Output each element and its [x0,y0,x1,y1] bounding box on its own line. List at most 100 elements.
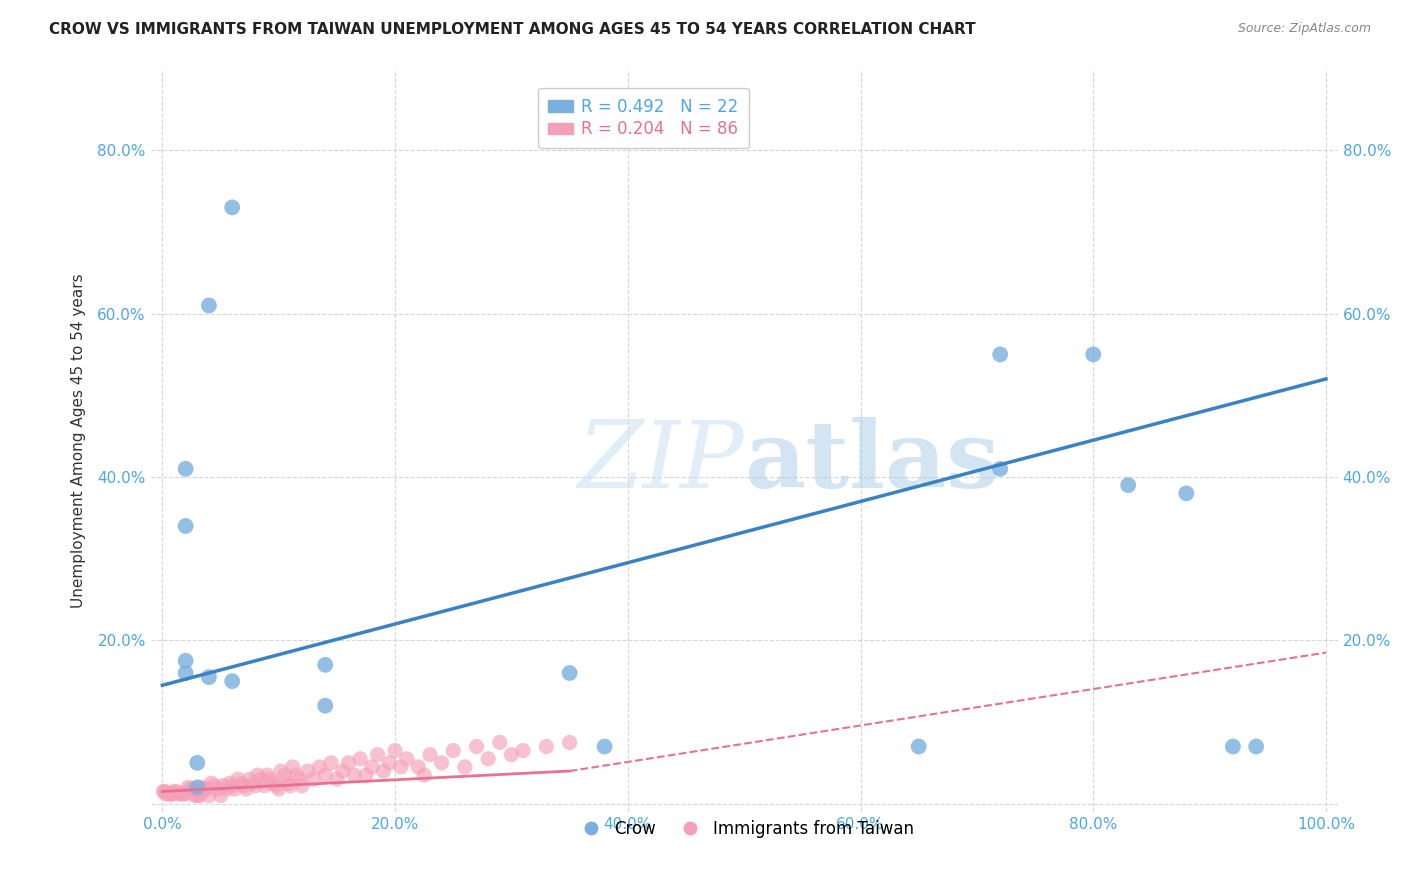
Point [267,782,290,797]
Point [170,787,193,801]
Point [174,519,197,533]
Point [245,779,267,793]
Point [378,756,401,770]
Point [430,756,453,770]
Point [172,787,194,801]
Point [337,756,360,770]
Point [198,789,221,803]
Point [212,779,235,793]
Point [181,782,204,797]
Point [221,200,243,214]
Point [174,787,197,801]
Point [326,772,349,787]
Point [235,782,257,797]
Point [367,747,389,762]
Point [314,768,336,782]
Point [174,654,197,668]
Point [184,789,207,803]
Point [343,768,366,782]
Point [501,747,523,762]
Text: ZIP: ZIP [578,417,744,508]
Point [277,776,299,790]
Point [354,768,377,782]
Text: Source: ZipAtlas.com: Source: ZipAtlas.com [1237,22,1371,36]
Point [308,760,330,774]
Point [186,756,208,770]
Point [349,752,371,766]
Point [373,764,395,778]
Point [384,743,406,757]
Point [250,772,273,787]
Point [266,779,288,793]
Point [162,787,184,801]
Point [1175,486,1198,500]
Point [256,768,278,782]
Point [558,735,581,749]
Point [413,768,436,782]
Point [165,784,187,798]
Point [1244,739,1267,754]
Point [179,782,201,797]
Point [157,787,180,801]
Point [198,670,221,684]
Point [246,768,269,782]
Point [907,739,929,754]
Point [314,698,336,713]
Point [360,760,382,774]
Point [204,779,226,793]
Point [231,776,253,790]
Legend: Crow, Immigrants from Taiwan: Crow, Immigrants from Taiwan [568,814,921,845]
Point [253,779,276,793]
Point [259,772,281,787]
Point [191,780,214,795]
Point [477,752,499,766]
Point [152,784,174,798]
Point [262,776,284,790]
Point [186,780,208,795]
Point [454,760,477,774]
Point [155,787,177,801]
Point [174,665,197,680]
Point [1116,478,1139,492]
Point [218,776,240,790]
Point [441,743,464,757]
Point [536,739,558,754]
Point [465,739,488,754]
Point [988,462,1011,476]
Point [174,462,197,476]
Point [512,743,534,757]
Point [226,772,249,787]
Point [488,735,510,749]
Point [1083,347,1105,361]
Point [395,752,418,766]
Point [288,772,311,787]
Point [221,674,243,689]
Point [193,782,215,797]
Point [209,789,232,803]
Point [200,776,222,790]
Text: atlas: atlas [744,417,1000,508]
Point [419,747,441,762]
Point [215,782,238,797]
Point [302,772,325,787]
Text: CROW VS IMMIGRANTS FROM TAIWAN UNEMPLOYMENT AMONG AGES 45 TO 54 YEARS CORRELATIO: CROW VS IMMIGRANTS FROM TAIWAN UNEMPLOYM… [49,22,976,37]
Point [285,768,308,782]
Point [232,779,254,793]
Point [408,760,430,774]
Point [280,779,302,793]
Point [270,764,292,778]
Point [593,739,616,754]
Point [314,657,336,672]
Point [160,787,183,801]
Y-axis label: Unemployment Among Ages 45 to 54 years: Unemployment Among Ages 45 to 54 years [72,273,86,607]
Point [167,787,190,801]
Point [389,760,412,774]
Point [291,779,314,793]
Point [239,772,262,787]
Point [188,789,211,803]
Point [319,756,342,770]
Point [177,780,200,795]
Point [242,776,264,790]
Point [153,784,176,798]
Point [159,787,181,801]
